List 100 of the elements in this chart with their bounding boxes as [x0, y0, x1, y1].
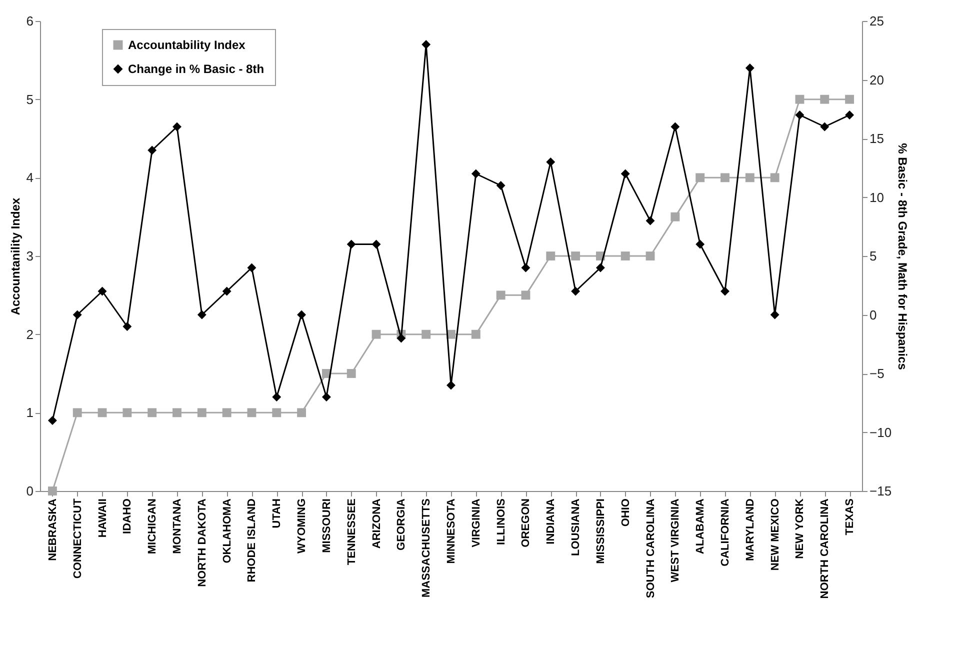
y-tick-label: 1 [26, 405, 34, 420]
point [98, 408, 107, 418]
point [471, 330, 480, 339]
x-tick-label: GEORGIA [396, 498, 408, 550]
point [422, 40, 431, 49]
point [496, 181, 506, 190]
x-tick-label: IDAHO [122, 498, 134, 534]
point [471, 169, 480, 178]
point [571, 252, 580, 260]
legend-label: Change in % Basic - 8th [128, 62, 264, 76]
point [72, 310, 82, 320]
point [98, 286, 107, 296]
point [670, 122, 680, 132]
y2-tick-label: −5 [870, 366, 884, 381]
x-tick-label: MISSOURI [320, 498, 333, 553]
x-tick-label: UTAH [271, 498, 284, 528]
point [297, 408, 306, 418]
point [596, 263, 605, 272]
point [745, 64, 754, 72]
point [48, 416, 57, 425]
y-tick-label: 6 [26, 14, 34, 28]
point [72, 408, 82, 418]
x-tick-label: MASSACHUSETTS [420, 498, 433, 598]
point [795, 110, 804, 120]
y-tick-label: 5 [26, 92, 34, 107]
point [770, 173, 780, 182]
point [222, 408, 232, 418]
y2-tick-label: 20 [870, 72, 884, 88]
point [546, 252, 556, 260]
point [446, 380, 456, 390]
point [197, 408, 206, 418]
x-tick-label: WEST VIRGINIA [670, 498, 682, 582]
point [272, 408, 282, 418]
point [770, 310, 780, 320]
x-tick-label: HAWAII [96, 498, 109, 538]
x-tick-label: CALIFORNIA [720, 498, 732, 566]
x-tick-label: NEW YORK [794, 498, 806, 559]
point [745, 173, 754, 182]
point [172, 408, 182, 418]
x-tick-label: NORTH DAKOTA [196, 498, 208, 587]
point [346, 240, 356, 249]
point [696, 173, 705, 182]
x-tick-label: OHIO [620, 498, 632, 527]
point [845, 94, 854, 104]
point [720, 173, 730, 182]
point [521, 263, 530, 272]
point [820, 94, 830, 104]
y2-tick-label: 0 [870, 307, 877, 322]
point [247, 408, 256, 418]
x-tick-label: TENNESSEE [346, 498, 358, 566]
x-tick-label: TEXAS [844, 498, 856, 536]
y-tick-label: 2 [26, 326, 34, 342]
y-tick-label: 0 [26, 484, 34, 498]
point [372, 240, 381, 249]
y2-tick-label: −10 [870, 424, 892, 440]
point [247, 263, 256, 272]
point [696, 240, 705, 249]
point [122, 408, 132, 418]
point [646, 216, 655, 226]
x-tick-label: NEBRASKA [46, 498, 59, 561]
point [396, 334, 406, 343]
x-tick-label: VIRGINIA [470, 498, 482, 548]
x-tick-label: ALABAMA [694, 498, 707, 554]
y2-axis-title: % Basic - 8th Grade, Math for Hispanics [896, 143, 910, 370]
point [646, 252, 655, 260]
y-tick-label: 3 [26, 248, 34, 264]
y2-tick-label: 5 [870, 248, 877, 264]
x-tick-label: NEW MEXICO [769, 498, 782, 571]
y2-tick-label: 10 [870, 190, 884, 205]
x-tick-label: MARYLAND [744, 498, 756, 562]
point [845, 110, 854, 120]
point [272, 392, 282, 402]
point [172, 122, 182, 132]
y2-tick-label: 25 [870, 14, 884, 28]
point [620, 169, 630, 178]
x-tick-label: OKLAHOMA [221, 498, 234, 564]
y2-tick-label: 15 [870, 131, 884, 146]
point [346, 369, 356, 378]
point [521, 290, 530, 300]
point [422, 330, 431, 339]
x-tick-label: SOUTH CAROLINA [644, 498, 657, 598]
x-tick-label: MONTANA [172, 498, 184, 554]
x-tick-label: WYOMING [296, 498, 308, 554]
point [571, 286, 580, 296]
point [496, 290, 506, 300]
point [546, 158, 556, 166]
x-tick-label: MINNESOTA [446, 498, 458, 564]
point [148, 408, 157, 418]
point [148, 146, 157, 155]
point [48, 486, 57, 496]
x-tick-label: NORTH CAROLINA [819, 498, 832, 599]
x-tick-label: ARIZONA [370, 498, 383, 549]
y-tick-label: 4 [26, 170, 34, 186]
point [620, 252, 630, 260]
y-axis-title: Accountanility Index [8, 198, 22, 316]
point [297, 310, 306, 320]
point [820, 122, 830, 132]
legend-label: Accountability Index [128, 38, 246, 52]
point [720, 286, 730, 296]
x-tick-label: MISSISSIPPI [594, 498, 607, 564]
